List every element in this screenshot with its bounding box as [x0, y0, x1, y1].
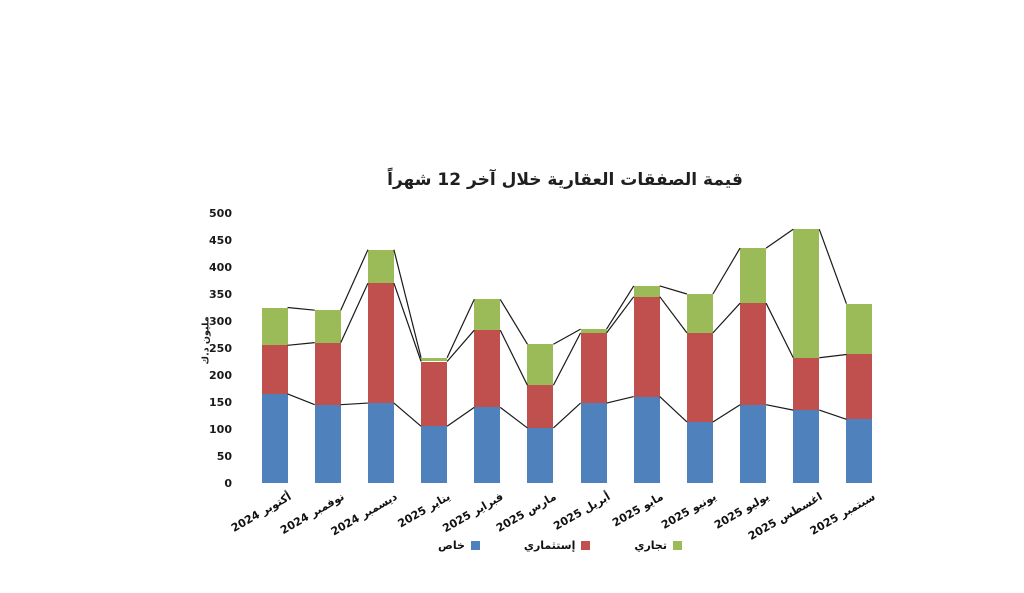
series-line — [287, 342, 315, 346]
series-line — [499, 406, 528, 429]
series-line — [287, 393, 315, 406]
series-line — [340, 402, 368, 406]
series-line — [819, 409, 847, 420]
bar-segment-خاص — [633, 396, 660, 483]
legend-label: تجاري — [634, 539, 667, 552]
bar-segment-تجاري — [740, 248, 767, 304]
bar-segment-خاص — [314, 404, 341, 483]
series-line — [393, 402, 422, 427]
series-line — [606, 285, 635, 330]
y-axis-tick-label: 250 — [209, 341, 232, 355]
legend-item-investment: إستثماري — [524, 539, 591, 552]
series-line — [712, 247, 741, 295]
series-line — [393, 249, 422, 358]
legend-item-private: خاص — [438, 539, 480, 552]
series-line — [499, 299, 528, 345]
bar-segment-تجاري — [421, 357, 448, 362]
y-axis-tick-label: 100 — [209, 422, 232, 436]
series-line — [446, 329, 475, 362]
bar-segment-إستثماري — [846, 354, 873, 420]
legend-swatch-private — [470, 541, 480, 550]
y-axis-labels: 0 50 100 150 200 250 300 350 400 450 500 — [195, 207, 232, 490]
bar-segment-تجاري — [367, 249, 394, 284]
legend-label: خاص — [438, 539, 465, 552]
series-line — [340, 249, 369, 311]
series-line — [606, 296, 635, 334]
bar-segment-إستثماري — [633, 296, 660, 397]
chart-title: قيمة الصفقات العقارية خلال آخر 12 شهراً — [387, 170, 743, 190]
bar-segment-خاص — [740, 404, 767, 483]
bar-segment-خاص — [527, 427, 554, 483]
series-line — [287, 306, 315, 311]
series-line — [819, 353, 847, 359]
bar-segment-إستثماري — [474, 330, 501, 408]
series-line — [446, 299, 475, 358]
bar-segment-إستثماري — [314, 342, 341, 405]
y-axis-tick-label: 400 — [209, 260, 232, 274]
bar-segment-إستثماري — [580, 332, 607, 404]
x-axis-labels: أكتوبر 2024 نوفمبر 2024 ديسمبر 2024 يناير 2… — [229, 483, 886, 543]
series-line — [393, 283, 422, 362]
series-line — [659, 296, 688, 334]
series-line — [712, 302, 741, 334]
bar-segment-تجاري — [686, 294, 713, 333]
y-axis-tick-label: 450 — [209, 233, 232, 247]
bar-segment-إستثماري — [740, 303, 767, 405]
bar-segment-إستثماري — [793, 357, 820, 411]
bar-segment-إستثماري — [261, 345, 288, 394]
bar-segment-تجاري — [846, 303, 873, 355]
series-line — [446, 406, 475, 427]
bar-segment-خاص — [261, 393, 288, 483]
y-axis-tick-label: 150 — [209, 395, 232, 409]
series-lines — [287, 228, 847, 429]
plot-area — [248, 213, 886, 483]
bar-segment-خاص — [580, 403, 607, 483]
series-line — [553, 402, 581, 429]
legend-swatch-commercial — [672, 541, 682, 550]
y-axis-tick-label: 500 — [209, 206, 232, 220]
series-line — [340, 282, 369, 343]
series-line — [659, 396, 688, 423]
series-line — [818, 228, 847, 304]
y-axis-tick-label: 350 — [209, 287, 232, 301]
bar-segment-تجاري — [261, 307, 288, 346]
series-line — [765, 302, 794, 358]
bar-segment-تجاري — [633, 285, 660, 297]
bar-segment-تجاري — [793, 229, 820, 358]
bar-segment-تجاري — [474, 299, 501, 331]
series-line — [499, 329, 528, 386]
legend-item-commercial: تجاري — [634, 539, 682, 552]
bar-segment-تجاري — [580, 329, 607, 333]
bar-segment-إستثماري — [367, 283, 394, 404]
series-line — [765, 228, 794, 249]
bar-segment-إستثماري — [421, 361, 448, 427]
bar-segment-خاص — [474, 407, 501, 483]
series-line — [659, 285, 688, 295]
series-line — [712, 404, 741, 423]
y-axis-tick-label: 0 — [224, 476, 232, 490]
bar-segment-خاص — [421, 426, 448, 483]
bar-segment-تجاري — [527, 344, 554, 386]
series-line — [606, 396, 634, 404]
bar-segment-خاص — [686, 421, 713, 483]
legend-swatch-investment — [581, 541, 591, 550]
legend: خاص إستثماري تجاري — [380, 539, 740, 552]
series-line — [552, 332, 582, 386]
bar-segment-خاص — [793, 410, 820, 483]
y-axis-tick-label: 50 — [216, 449, 232, 463]
legend-label: إستثماري — [523, 539, 576, 552]
bar-segment-تجاري — [314, 310, 341, 343]
series-line — [765, 404, 794, 411]
bar-segment-إستثماري — [686, 332, 713, 422]
bar-segment-خاص — [846, 419, 873, 483]
bar-segment-إستثماري — [527, 385, 554, 428]
y-axis-tick-label: 200 — [209, 368, 232, 382]
y-axis-tick-label: 300 — [209, 314, 232, 328]
bar-segment-خاص — [367, 403, 394, 483]
series-line — [553, 328, 581, 345]
